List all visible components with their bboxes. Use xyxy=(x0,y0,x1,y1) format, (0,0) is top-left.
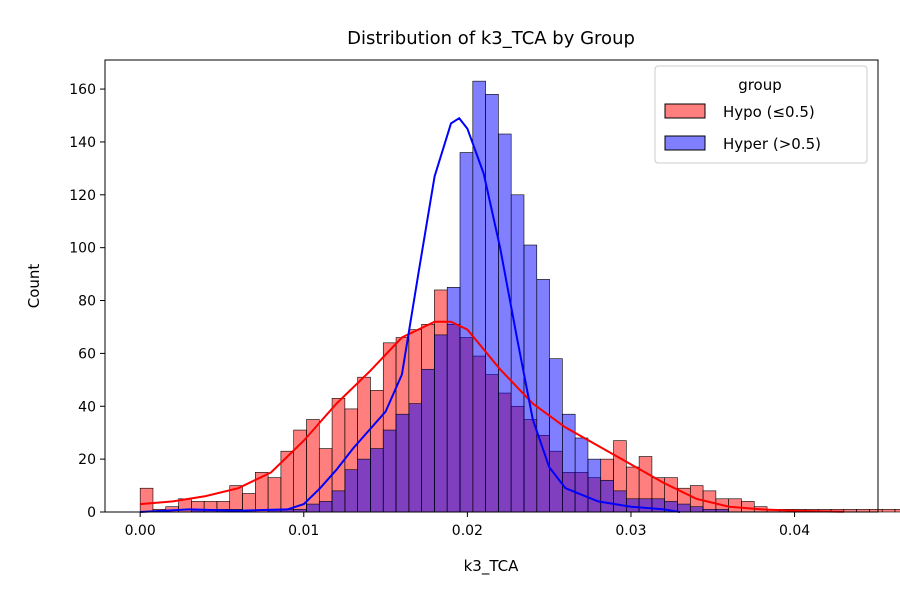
hypo-bar xyxy=(741,501,755,513)
y-axis-label: Count xyxy=(25,264,43,309)
hyper-bar xyxy=(677,503,691,513)
legend: group Hypo (≤0.5) Hyper (>0.5) xyxy=(654,65,868,164)
hyper-bar xyxy=(574,437,589,513)
y-tick-label: 100 xyxy=(69,241,96,257)
y-tick-label: 40 xyxy=(78,399,96,415)
hypo-kde-line xyxy=(140,320,844,513)
chart-title: Distribution of k3_TCA by Group xyxy=(347,28,635,49)
hyper-bar xyxy=(523,244,538,513)
legend-title: group xyxy=(738,76,782,94)
y-tick-label: 120 xyxy=(69,188,96,204)
legend-swatch-hypo xyxy=(664,103,706,119)
hyper-bar xyxy=(498,133,512,513)
hypo-bar xyxy=(728,498,742,513)
hypo-bar xyxy=(242,493,256,513)
hyper-bars xyxy=(191,80,729,513)
hyper-bar xyxy=(587,458,602,513)
y-tick-label: 140 xyxy=(69,135,96,151)
hyper-bar xyxy=(382,429,397,513)
hyper-bar xyxy=(485,94,499,513)
y-tick-label: 20 xyxy=(78,452,96,468)
y-tick-label: 160 xyxy=(69,82,96,98)
hypo-bar xyxy=(881,509,896,513)
x-tick-label: 0.03 xyxy=(615,523,646,539)
legend-frame xyxy=(654,65,868,164)
x-tick-label: 0.01 xyxy=(288,523,319,539)
hyper-bar xyxy=(306,503,320,513)
plot-frame xyxy=(104,59,879,513)
hyper-bar xyxy=(689,506,704,513)
legend-swatch-hyper xyxy=(664,135,706,151)
hyper-bar xyxy=(395,413,410,513)
x-tick-label: 0.02 xyxy=(452,523,483,539)
y-tick-label: 0 xyxy=(87,505,96,521)
hypo-bar xyxy=(894,509,900,513)
hyper-bar xyxy=(421,368,435,513)
hyper-bar xyxy=(344,469,358,513)
hyper-bar xyxy=(318,501,333,513)
x-axis: 0.00 0.01 0.02 0.03 0.04 xyxy=(125,512,810,539)
hyper-bar xyxy=(408,403,422,513)
hypo-bar xyxy=(306,419,320,513)
hyper-bar xyxy=(549,358,563,513)
hypo-bar xyxy=(139,487,154,513)
hyper-bar xyxy=(370,448,384,513)
legend-label-hypo: Hypo (≤0.5) xyxy=(723,103,815,121)
y-axis: 0 20 40 60 80 100 120 140 160 xyxy=(69,82,105,521)
kde-lines xyxy=(140,116,844,513)
y-tick-label: 80 xyxy=(78,294,96,310)
x-tick-label: 0.04 xyxy=(779,523,810,539)
hyper-bar xyxy=(510,194,525,513)
hyper-kde-line xyxy=(140,116,681,513)
hypo-bar xyxy=(293,429,307,513)
legend-label-hyper: Hyper (>0.5) xyxy=(723,135,821,153)
hyper-bar xyxy=(472,80,486,513)
hyper-bar xyxy=(600,479,614,513)
x-tick-label: 0.00 xyxy=(125,523,156,539)
hyper-bar xyxy=(434,334,448,513)
hypo-bar xyxy=(267,477,282,513)
hyper-bar xyxy=(638,498,653,513)
x-axis-label: k3_TCA xyxy=(464,557,519,576)
y-tick-label: 60 xyxy=(78,346,96,362)
hyper-bar xyxy=(331,490,346,513)
hyper-bar xyxy=(357,458,371,513)
hyper-bar xyxy=(613,490,627,513)
hyper-bar xyxy=(536,279,550,513)
